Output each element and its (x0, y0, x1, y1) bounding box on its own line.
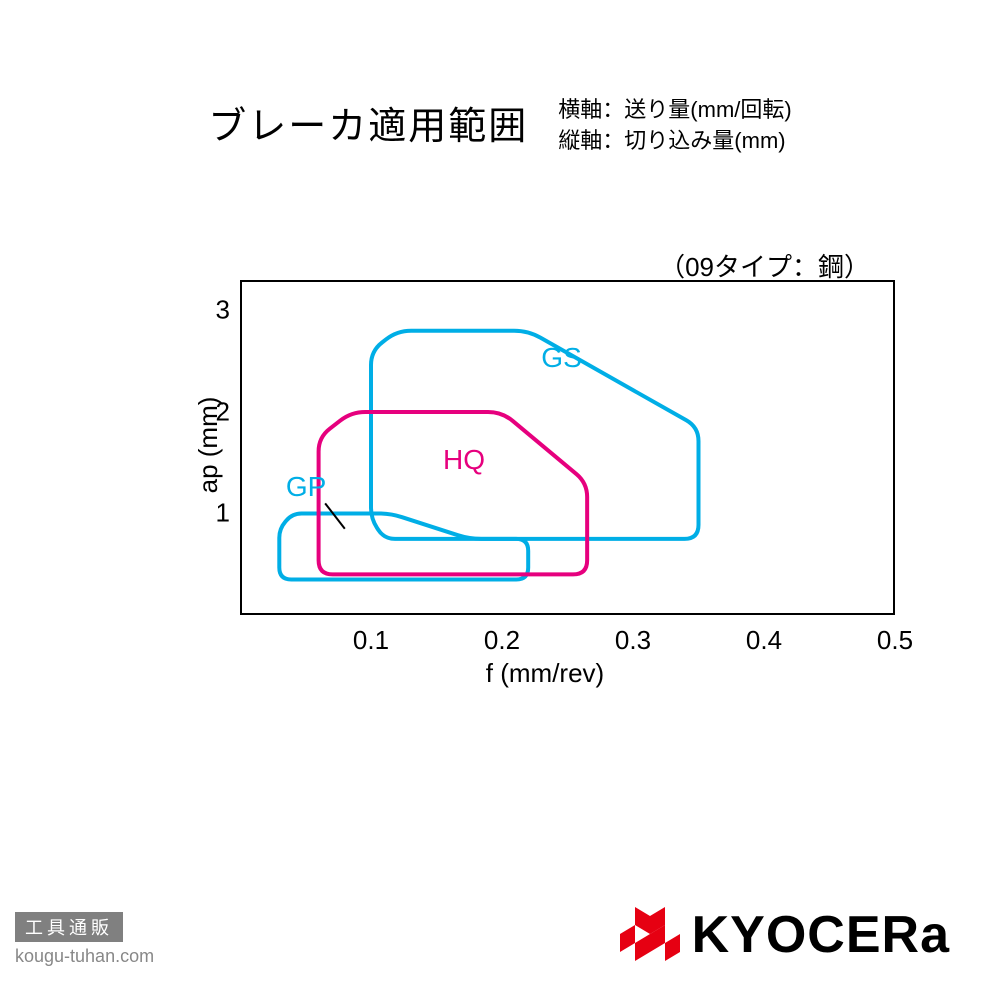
x-tick: 0.5 (877, 625, 913, 656)
chart-subtitle: （09タイプ：鋼） (659, 247, 870, 284)
y-tick: 2 (210, 396, 230, 427)
kyocera-logo-icon (620, 907, 680, 963)
region-label-gp: GP (286, 471, 326, 503)
x-tick: 0.1 (353, 625, 389, 656)
y-tick: 3 (210, 295, 230, 326)
y-tick: 1 (210, 498, 230, 529)
kyocera-logo: KYOCERa (620, 905, 950, 965)
chart-title: ブレーカ適用範囲 (208, 95, 528, 157)
kyocera-logo-text: KYOCERa (692, 905, 950, 965)
region-hq (319, 412, 588, 574)
region-label-hq: HQ (443, 444, 485, 476)
region-label-gs: GS (541, 342, 581, 374)
regions-svg (240, 280, 895, 615)
x-tick: 0.4 (746, 625, 782, 656)
x-axis-label: f (mm/rev) (486, 658, 604, 689)
x-tick: 0.2 (484, 625, 520, 656)
y-axis-desc: 縦軸：切り込み量(mm) (558, 126, 791, 157)
footer-url: kougu-tuhan.com (15, 946, 154, 967)
gp-pointer-line (325, 503, 345, 528)
chart: ap (mm) f (mm/rev) 1230.10.20.30.40.5 GS… (155, 280, 935, 690)
axis-descriptions: 横軸：送り量(mm/回転) 縦軸：切り込み量(mm) (558, 95, 791, 157)
x-tick: 0.3 (615, 625, 651, 656)
x-axis-desc: 横軸：送り量(mm/回転) (558, 95, 791, 126)
footer-badge: 工具通販 (15, 912, 123, 942)
region-gs (371, 331, 699, 539)
